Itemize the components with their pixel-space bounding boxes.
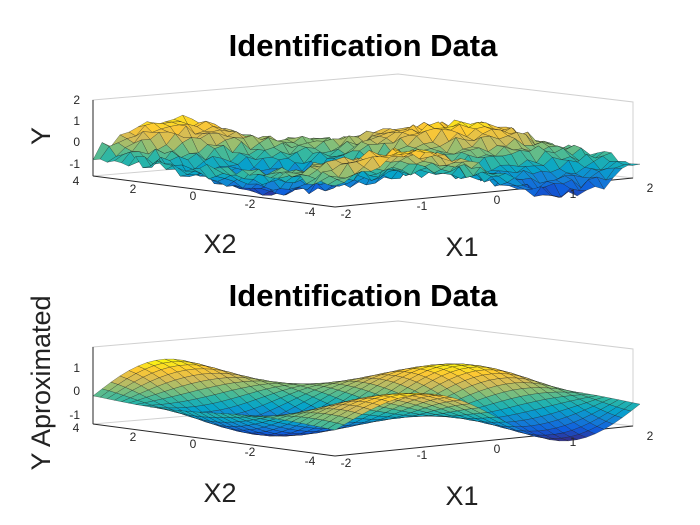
z-tick-label: -1	[69, 408, 80, 422]
axes-grid	[92, 73, 634, 208]
x1-tick-label: 2	[647, 181, 654, 195]
x2-axis-label: X2	[203, 478, 236, 508]
x1-tick-label: -1	[417, 448, 428, 462]
x1-tick-label: -1	[417, 199, 428, 213]
x2-axis-line	[92, 423, 336, 457]
x1-tick-label: -2	[341, 207, 352, 221]
x1-tick-label: 0	[494, 193, 501, 207]
z-tick-label: 2	[73, 93, 80, 107]
plot-identification-data: Identification Data 2 1 0 -1 4 2 0 -2 -4…	[26, 28, 654, 262]
x2-tick-label: 0	[190, 437, 197, 451]
x2-tick-label: 4	[73, 174, 80, 188]
x2-tick-label: 2	[130, 182, 137, 196]
plot-title: Identification Data	[229, 278, 498, 313]
x2-tick-label: 2	[130, 430, 137, 444]
z-tick-label: 0	[73, 135, 80, 149]
x2-tick-label: 4	[73, 421, 80, 435]
x1-tick-label: -2	[341, 456, 352, 470]
plot-identification-data-approximated: Identification Data 1 0 -1 4 2 0 -2 -4 -…	[26, 278, 654, 511]
z-tick-label: 1	[73, 114, 80, 128]
x2-tick-label: 0	[190, 189, 197, 203]
surface-patch	[327, 179, 345, 186]
y-axis-label: Y Aproximated	[26, 295, 56, 470]
surface-patch	[327, 422, 345, 431]
x1-tick-label: 0	[494, 442, 501, 456]
x2-axis-line	[92, 175, 336, 208]
x2-tick-label: -4	[305, 454, 316, 468]
x2-tick-label: -4	[305, 205, 316, 219]
plot-title: Identification Data	[229, 28, 498, 63]
x2-tick-label: -2	[245, 197, 256, 211]
z-tick-label: 1	[73, 361, 80, 375]
x2-axis-label: X2	[203, 229, 236, 259]
z-tick-label: -1	[69, 157, 80, 171]
surface-plot	[92, 358, 641, 442]
z-tick-label: 0	[73, 384, 80, 398]
surface-plot	[92, 114, 641, 198]
x1-tick-label: 1	[570, 435, 577, 449]
x1-axis-label: X1	[445, 232, 478, 262]
x2-tick-label: -2	[245, 445, 256, 459]
y-axis-label: Y	[26, 127, 56, 145]
x1-tick-label: 1	[570, 187, 577, 201]
x1-axis-label: X1	[445, 481, 478, 511]
x1-tick-label: 2	[647, 429, 654, 443]
